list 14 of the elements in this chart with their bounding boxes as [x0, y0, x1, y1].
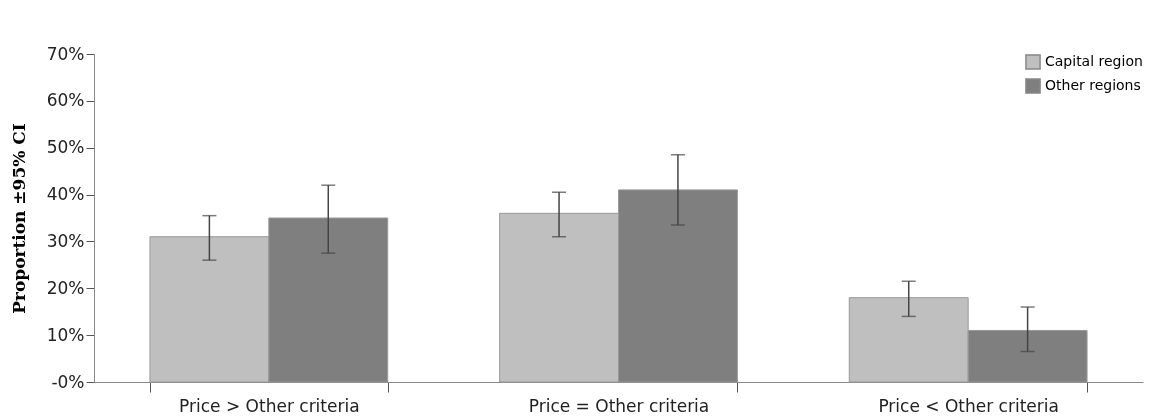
y-tick-label: 10% [46, 324, 85, 345]
legend-label: Other regions [1045, 77, 1141, 93]
x-tick-label: Price = Other criteria [528, 395, 710, 416]
y-tick-label: 40% [46, 184, 85, 205]
x-tick-label: Price > Other criteria [179, 395, 360, 416]
y-axis-title: Proportion ±95% CI [8, 123, 29, 314]
y-tick-label: 20% [46, 277, 85, 298]
y-tick-label: -0% [51, 371, 85, 392]
y-tick-label: 50% [46, 137, 85, 158]
y-tick-label: 60% [46, 90, 85, 111]
y-tick-label: 70% [46, 43, 85, 64]
x-tick-label: Price < Other criteria [878, 395, 1059, 416]
y-tick-label: 30% [46, 230, 85, 251]
legend-label: Capital region [1045, 53, 1143, 69]
